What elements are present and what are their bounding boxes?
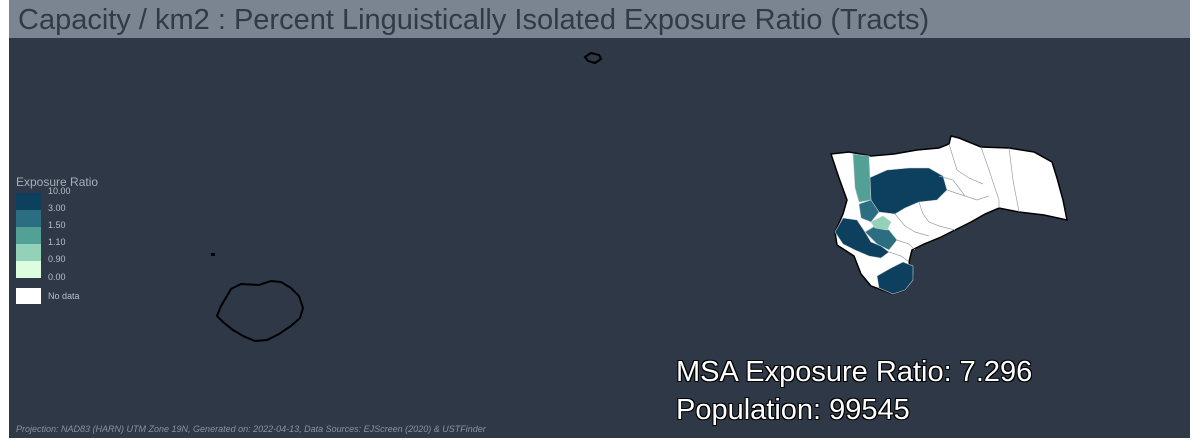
tract-dark-lower-left — [834, 217, 890, 259]
legend-swatch — [16, 193, 41, 210]
legend-swatch-no-data — [16, 288, 41, 304]
msa-exposure-ratio: MSA Exposure Ratio: 7.296 — [676, 356, 1033, 388]
legend-class-1: 10.00 — [16, 186, 136, 210]
legend-class-3: 1.50 — [16, 220, 136, 244]
tract-teal-mid-1 — [858, 199, 880, 223]
legend: Exposure Ratio 10.00 3.00 1.50 1.10 0.90… — [16, 175, 136, 305]
legend-class-5: 0.90 0.00 — [16, 254, 136, 282]
legend-class-4: 1.10 — [16, 237, 136, 261]
legend-swatch — [16, 227, 41, 244]
legend-break-label: 0.90 — [48, 254, 66, 264]
legend-break-label: 3.00 — [48, 203, 66, 213]
legend-title: Exposure Ratio — [16, 175, 99, 189]
legend-break-label: 1.10 — [48, 237, 66, 247]
map-footer: Projection: NAD83 (HARN) UTM Zone 19N, G… — [16, 424, 486, 434]
title-bar: Capacity / km2 : Percent Linguistically … — [9, 0, 1190, 38]
legend-break-label: 10.00 — [48, 186, 71, 196]
tract-dark-bottom — [876, 261, 914, 295]
population: Population: 99545 — [676, 394, 910, 426]
msa-region — [829, 135, 1068, 295]
legend-class-2: 3.00 — [16, 203, 136, 227]
map-title: Capacity / km2 : Percent Linguistically … — [18, 4, 930, 36]
tract-borders — [888, 143, 1020, 263]
legend-no-data: No data — [16, 288, 136, 305]
legend-swatch — [16, 244, 41, 261]
islet-tiny — [211, 253, 215, 256]
legend-swatch — [16, 210, 41, 227]
map-canvas — [211, 51, 1068, 343]
island-large-left — [215, 279, 305, 343]
map-frame: Capacity / km2 : Percent Linguistically … — [9, 0, 1190, 438]
tract-teal-strip — [852, 153, 872, 203]
legend-swatch — [16, 261, 41, 278]
legend-no-data-label: No data — [48, 291, 80, 301]
legend-break-label: 1.50 — [48, 220, 66, 230]
island-small-top — [583, 51, 603, 65]
legend-break-label: 0.00 — [48, 272, 66, 282]
tract-light-1 — [870, 215, 892, 231]
